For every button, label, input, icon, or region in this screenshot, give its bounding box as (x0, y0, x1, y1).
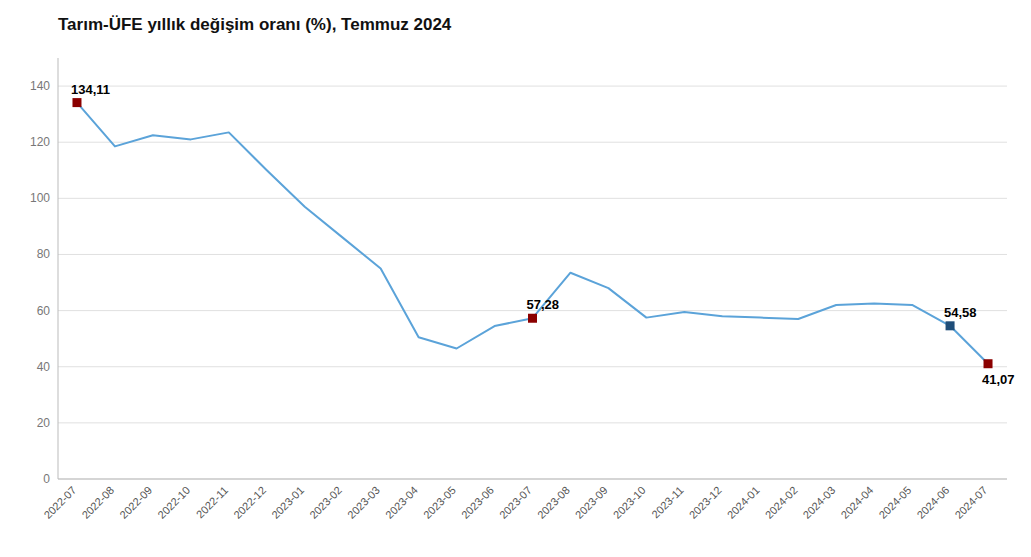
x-tick-label: 2023-05 (421, 484, 458, 521)
chart-container: Tarım-ÜFE yıllık değişim oranı (%), Temm… (0, 0, 1031, 557)
x-tick-label: 2023-12 (687, 484, 724, 521)
y-tick-label: 40 (37, 360, 51, 374)
plot-area (72, 98, 992, 368)
x-tick-label: 2023-06 (459, 484, 496, 521)
x-tick-label: 2024-02 (763, 484, 800, 521)
y-tick-label: 80 (37, 247, 51, 261)
annotation: 134,11 (71, 82, 110, 97)
grid-line (58, 422, 1007, 423)
x-tick-label: 2023-02 (307, 484, 344, 521)
grid-line (58, 366, 1007, 367)
x-tick-label: 2024-07 (952, 484, 989, 521)
y-tick-label: 120 (30, 135, 50, 149)
x-tick-label: 2023-08 (535, 484, 572, 521)
grid-line (58, 86, 1007, 87)
grid-line (58, 479, 1007, 480)
y-tick-label: 20 (37, 416, 51, 430)
x-tick-label: 2022-09 (117, 484, 154, 521)
x-tick-label: 2024-04 (839, 484, 876, 521)
highlight-marker (528, 314, 537, 323)
x-tick-label: 2023-10 (611, 484, 648, 521)
grid-line (58, 198, 1007, 199)
highlight-marker (946, 321, 955, 330)
x-tick-label: 2024-05 (876, 484, 913, 521)
grid (58, 86, 1007, 479)
x-tick-label: 2023-07 (497, 484, 534, 521)
x-tick-label: 2022-10 (155, 484, 192, 521)
x-tick-label: 2023-01 (269, 484, 306, 521)
y-tick-label: 0 (43, 472, 50, 486)
x-tick-label: 2023-03 (345, 484, 382, 521)
y-tick-label: 140 (30, 79, 50, 93)
x-tick-label: 2022-08 (79, 484, 116, 521)
x-tick-label: 2023-09 (573, 484, 610, 521)
annotation: 57,28 (527, 297, 560, 312)
x-tick-label: 2024-06 (914, 484, 951, 521)
title: Tarım-ÜFE yıllık değişim oranı (%), Temm… (58, 15, 452, 34)
annotation: 54,58 (944, 305, 977, 320)
annotation: 41,07 (982, 372, 1015, 387)
x-tick-label: 2023-11 (649, 484, 685, 520)
highlight-marker (72, 98, 81, 107)
y-axis-line (58, 58, 59, 479)
line (77, 103, 988, 364)
x-tick-label: 2024-03 (801, 484, 838, 521)
highlight-marker (984, 359, 993, 368)
x-tick-label: 2023-04 (383, 484, 420, 521)
x-tick-label: 2022-11 (194, 484, 230, 520)
x-axis-line (58, 479, 1007, 480)
grid-line (58, 254, 1007, 255)
x-tick-label: 2024-01 (725, 484, 762, 521)
x-tick-label: 2022-12 (231, 484, 268, 521)
x-tick-label: 2022-07 (41, 484, 78, 521)
grid-line (58, 142, 1007, 143)
chart-svg: Tarım-ÜFE yıllık değişim oranı (%), Temm… (0, 0, 1031, 557)
y-tick-label: 100 (30, 191, 50, 205)
y-tick-label: 60 (37, 304, 51, 318)
